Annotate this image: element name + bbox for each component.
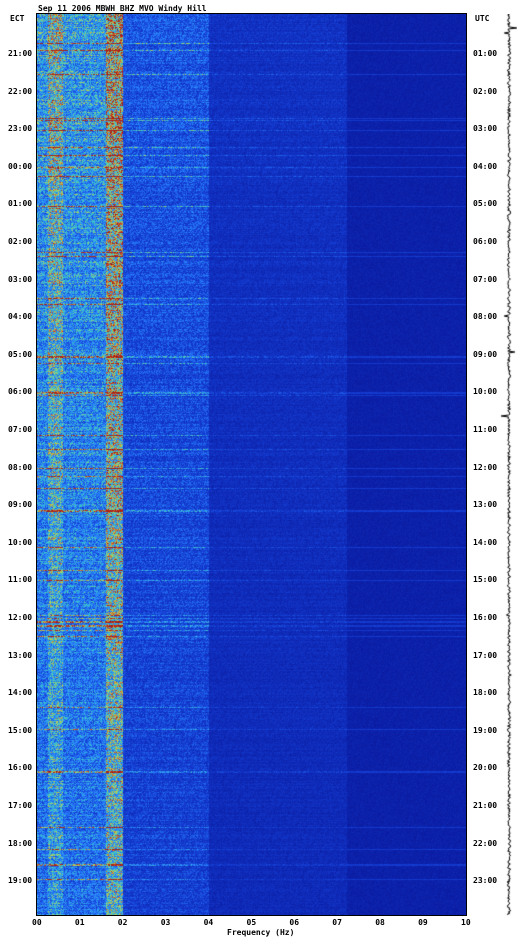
y-tick-left: 02:00	[8, 237, 33, 246]
y-tick-left: 10:00	[8, 537, 33, 547]
y-tick-left: 01:00	[8, 199, 33, 209]
y-tick-left: 03:00	[8, 274, 33, 284]
y-tick-left: 16:00	[8, 763, 33, 773]
spectrogram-plot	[37, 14, 467, 916]
y-tick-right: 12:00	[473, 462, 498, 472]
y-tick-left: 07:00	[8, 425, 33, 434]
x-tick-label: 01	[74, 918, 85, 927]
y-tick-right: 08:00	[473, 312, 498, 322]
y-tick-right: 16:00	[473, 613, 498, 622]
right-axis-label: UTC	[475, 14, 490, 23]
y-tick-right: 09:00	[473, 349, 498, 359]
y-tick-right: 05:00	[473, 199, 498, 209]
y-tick-left: 00:00	[8, 161, 33, 171]
amplitude-trace	[497, 14, 517, 916]
y-tick-left: 13:00	[8, 650, 33, 660]
y-tick-right: 07:00	[473, 274, 498, 284]
y-tick-left: 18:00	[8, 838, 33, 848]
y-tick-left: 11:00	[8, 575, 33, 585]
x-tick-label: 04	[203, 918, 214, 927]
y-tick-left: 23:00	[8, 124, 33, 134]
y-tick-right: 19:00	[473, 725, 498, 735]
y-tick-right: 20:00	[473, 763, 498, 773]
x-tick-label: 00	[32, 918, 42, 927]
chart-title: Sep 11 2006 MBWH BHZ MVO Windy Hill	[38, 4, 207, 13]
y-tick-right: 23:00	[473, 876, 498, 886]
y-tick-left: 15:00	[8, 725, 33, 735]
x-tick-label: 05	[246, 918, 257, 927]
y-tick-right: 06:00	[473, 237, 498, 246]
y-tick-right: 15:00	[473, 575, 498, 585]
y-tick-right: 01:00	[473, 49, 498, 58]
y-tick-left: 09:00	[8, 500, 33, 510]
y-tick-left: 04:00	[8, 312, 33, 322]
y-tick-left: 06:00	[8, 387, 33, 397]
x-tick-label: 03	[160, 918, 171, 927]
y-tick-left: 17:00	[8, 801, 33, 810]
x-tick-label: 06	[289, 918, 300, 927]
y-tick-right: 17:00	[473, 650, 498, 660]
y-tick-right: 22:00	[473, 838, 498, 848]
y-tick-right: 04:00	[473, 161, 498, 171]
y-tick-right: 13:00	[473, 500, 498, 510]
y-tick-left: 22:00	[8, 86, 33, 96]
x-axis-label: Frequency (Hz)	[227, 928, 295, 937]
x-tick-label: 10	[461, 918, 471, 927]
y-tick-left: 08:00	[8, 462, 33, 472]
y-tick-right: 11:00	[473, 425, 498, 434]
x-tick-label: 08	[375, 918, 385, 927]
y-tick-right: 02:00	[473, 86, 498, 96]
y-tick-right: 21:00	[473, 801, 498, 810]
x-tick-label: 07	[332, 918, 342, 927]
y-tick-left: 12:00	[8, 613, 33, 622]
x-tick-label: 02	[117, 918, 128, 927]
y-tick-left: 05:00	[8, 349, 33, 359]
y-tick-left: 21:00	[8, 49, 33, 58]
y-tick-right: 14:00	[473, 537, 498, 547]
left-axis-label: ECT	[10, 14, 25, 23]
y-tick-left: 14:00	[8, 688, 33, 698]
y-tick-right: 18:00	[473, 688, 498, 698]
x-tick-label: 09	[418, 918, 428, 927]
y-tick-right: 10:00	[473, 387, 498, 397]
y-tick-right: 03:00	[473, 124, 498, 134]
y-tick-left: 19:00	[8, 876, 33, 886]
